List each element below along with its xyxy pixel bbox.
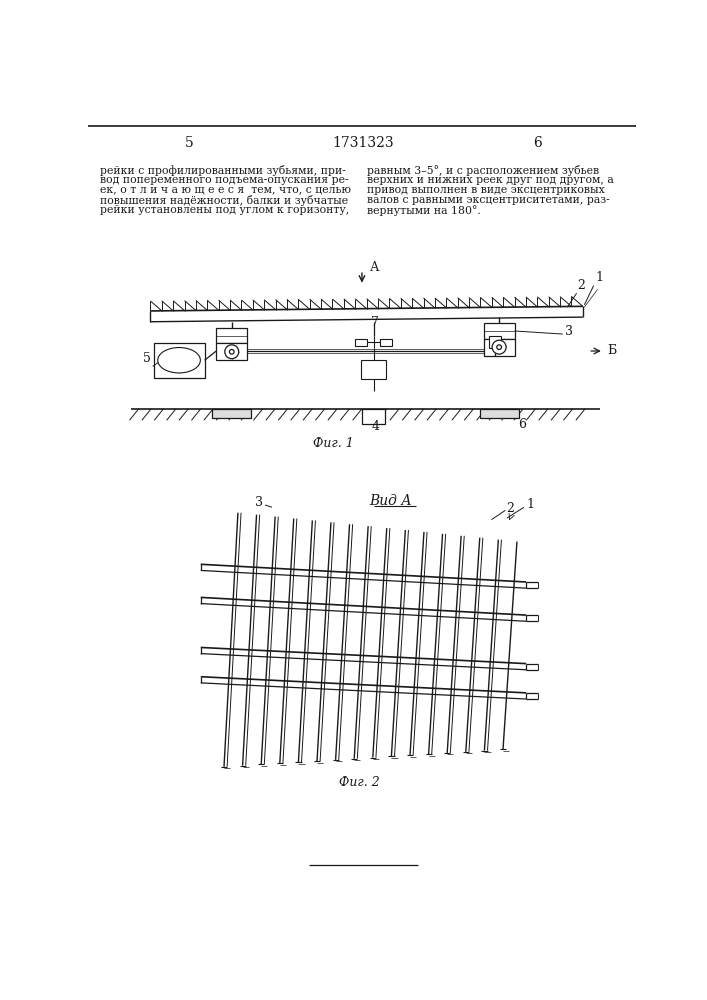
Text: 5: 5	[143, 352, 151, 365]
Bar	[484, 323, 515, 339]
Bar	[154, 343, 204, 378]
Text: А: А	[370, 261, 379, 274]
Text: привод выполнен в виде эксцентриковых: привод выполнен в виде эксцентриковых	[368, 185, 605, 195]
Text: повышения надёжности, балки и зубчатые: повышения надёжности, балки и зубчатые	[100, 195, 348, 206]
Bar	[216, 343, 247, 360]
Bar	[216, 328, 247, 343]
Text: Вид А: Вид А	[369, 494, 412, 508]
Text: 1: 1	[596, 271, 604, 284]
Text: Фиг. 2: Фиг. 2	[339, 776, 380, 789]
Text: Фиг. 1: Фиг. 1	[313, 437, 354, 450]
Text: рейки с профилированными зубьями, при-: рейки с профилированными зубьями, при-	[100, 165, 346, 176]
Text: 4: 4	[371, 420, 379, 433]
Text: 5: 5	[185, 136, 194, 150]
Bar	[480, 409, 518, 418]
Text: 2: 2	[578, 279, 585, 292]
Text: 2: 2	[506, 502, 514, 515]
Ellipse shape	[158, 348, 200, 373]
Text: 7: 7	[371, 316, 379, 329]
Text: вернутыми на 180°.: вернутыми на 180°.	[368, 205, 481, 216]
Bar	[362, 409, 385, 424]
Circle shape	[497, 345, 501, 349]
Circle shape	[230, 349, 234, 354]
Bar	[484, 339, 515, 356]
Text: ек, о т л и ч а ю щ е е с я  тем, что, с целью: ек, о т л и ч а ю щ е е с я тем, что, с …	[100, 185, 351, 195]
Text: равным 3–5°, и с расположением зубьев: равным 3–5°, и с расположением зубьев	[368, 165, 600, 176]
Text: вод попеременного подъема-опускания ре-: вод попеременного подъема-опускания ре-	[100, 175, 349, 185]
Text: 1: 1	[526, 498, 534, 512]
Text: 6: 6	[534, 136, 542, 150]
Text: Б: Б	[607, 344, 617, 358]
Bar	[355, 339, 368, 346]
Bar	[489, 336, 501, 348]
Circle shape	[225, 345, 239, 359]
Bar	[361, 360, 386, 379]
Bar	[380, 339, 392, 346]
Text: валов с равными эксцентриситетами, раз-: валов с равными эксцентриситетами, раз-	[368, 195, 610, 205]
Text: 6: 6	[518, 418, 527, 431]
Circle shape	[492, 340, 506, 354]
Text: 3: 3	[255, 496, 263, 509]
Text: 3: 3	[565, 325, 573, 338]
Text: 1731323: 1731323	[332, 136, 394, 150]
Bar	[212, 409, 251, 418]
Text: верхних и нижних реек друг под другом, а: верхних и нижних реек друг под другом, а	[368, 175, 614, 185]
Text: рейки установлены под углом к горизонту,: рейки установлены под углом к горизонту,	[100, 205, 349, 215]
